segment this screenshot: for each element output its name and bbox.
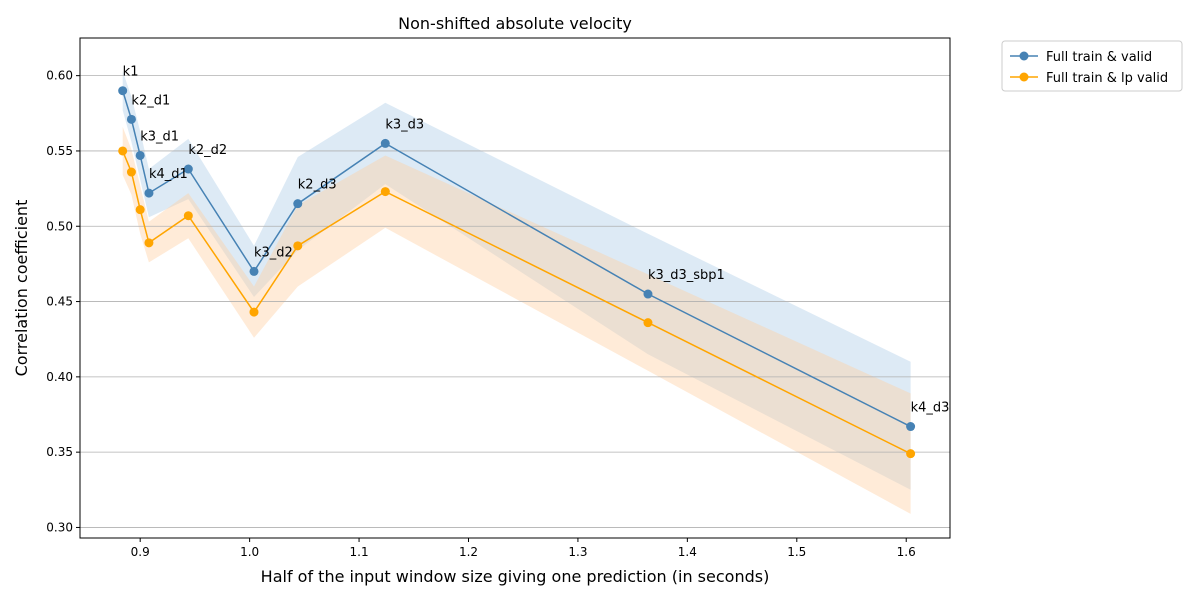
point-label-9: k3_d3_sbp1 bbox=[648, 268, 725, 283]
plot-frame bbox=[79, 37, 951, 539]
x-tick-label-0: 0.9 bbox=[131, 545, 150, 559]
confidence-band-1 bbox=[122, 71, 911, 490]
y-tick-label-0: 0.30 bbox=[46, 520, 73, 534]
series-points bbox=[118, 86, 916, 459]
legend-label-2: Full train & lp valid bbox=[1046, 71, 1168, 86]
series-1-point-9 bbox=[643, 289, 653, 299]
series-2-point-2 bbox=[126, 167, 136, 177]
legend-marker-2 bbox=[1019, 72, 1029, 82]
gridlines bbox=[80, 75, 950, 528]
point-label-6: k3_d2 bbox=[254, 245, 293, 260]
point-label-5: k2_d2 bbox=[188, 143, 227, 158]
point-label-4: k4_d1 bbox=[149, 167, 188, 182]
x-tick-label-2: 1.1 bbox=[350, 545, 369, 559]
series-1-point-10 bbox=[906, 422, 916, 432]
series-line-1 bbox=[121, 90, 911, 428]
point-label-2: k2_d1 bbox=[131, 93, 170, 108]
point-label-1: k1 bbox=[123, 65, 139, 80]
series-2-point-3 bbox=[135, 205, 145, 215]
y-tick-label-6: 0.60 bbox=[46, 69, 73, 83]
x-tick-label-1: 1.0 bbox=[240, 545, 259, 559]
series-2-point-7 bbox=[293, 241, 303, 251]
x-tick-label-6: 1.5 bbox=[787, 545, 806, 559]
y-tick-label-2: 0.40 bbox=[46, 370, 73, 384]
series-1-point-2 bbox=[126, 114, 136, 124]
series-2-point-8 bbox=[380, 187, 390, 197]
chart-title: Non-shifted absolute velocity bbox=[398, 14, 632, 33]
x-tick-label-4: 1.3 bbox=[568, 545, 587, 559]
y-tick-label-1: 0.35 bbox=[46, 445, 73, 459]
point-label-8: k3_d3 bbox=[385, 117, 424, 132]
x-axis-label: Half of the input window size giving one… bbox=[261, 567, 770, 586]
confidence-band-2 bbox=[122, 126, 911, 514]
y-axis-ticks: 0.30 0.35 0.40 0.45 0.50 0.55 0.60 bbox=[46, 69, 80, 534]
point-label-7: k2_d3 bbox=[298, 178, 337, 193]
series-2-point-5 bbox=[183, 211, 193, 221]
series-1-point-7 bbox=[293, 199, 303, 209]
series-2-point-9 bbox=[643, 318, 653, 328]
x-tick-label-5: 1.4 bbox=[678, 545, 697, 559]
series-1-point-8 bbox=[380, 138, 390, 148]
series-lines bbox=[121, 90, 911, 455]
y-tick-label-4: 0.50 bbox=[46, 219, 73, 233]
x-tick-label-7: 1.6 bbox=[897, 545, 916, 559]
point-label-10: k4_d3 bbox=[911, 401, 950, 416]
series-1-point-5 bbox=[183, 164, 193, 174]
x-axis-ticks: 0.9 1.0 1.1 1.2 1.3 1.4 1.5 1.6 bbox=[131, 538, 916, 559]
legend-marker-1 bbox=[1019, 51, 1029, 61]
point-label-3: k3_d1 bbox=[140, 129, 179, 144]
y-tick-label-3: 0.45 bbox=[46, 295, 73, 309]
y-axis-label: Correlation coefficient bbox=[12, 200, 31, 377]
legend-label-1: Full train & valid bbox=[1046, 50, 1152, 65]
series-1-point-6 bbox=[249, 266, 259, 276]
x-tick-label-3: 1.2 bbox=[459, 545, 478, 559]
series-1-point-3 bbox=[135, 150, 145, 160]
series-1-point-4 bbox=[144, 188, 154, 198]
series-line-2 bbox=[122, 150, 911, 455]
legend: Full train & valid Full train & lp valid bbox=[1001, 40, 1183, 92]
series-2-point-4 bbox=[144, 238, 154, 248]
series-2-point-6 bbox=[249, 307, 259, 317]
confidence-bands bbox=[122, 71, 911, 514]
series-2-point-10 bbox=[906, 449, 916, 459]
y-tick-label-5: 0.55 bbox=[46, 144, 73, 158]
series-2-point-1 bbox=[118, 146, 128, 156]
legend-box bbox=[1001, 40, 1183, 92]
series-1-point-1 bbox=[118, 86, 128, 96]
